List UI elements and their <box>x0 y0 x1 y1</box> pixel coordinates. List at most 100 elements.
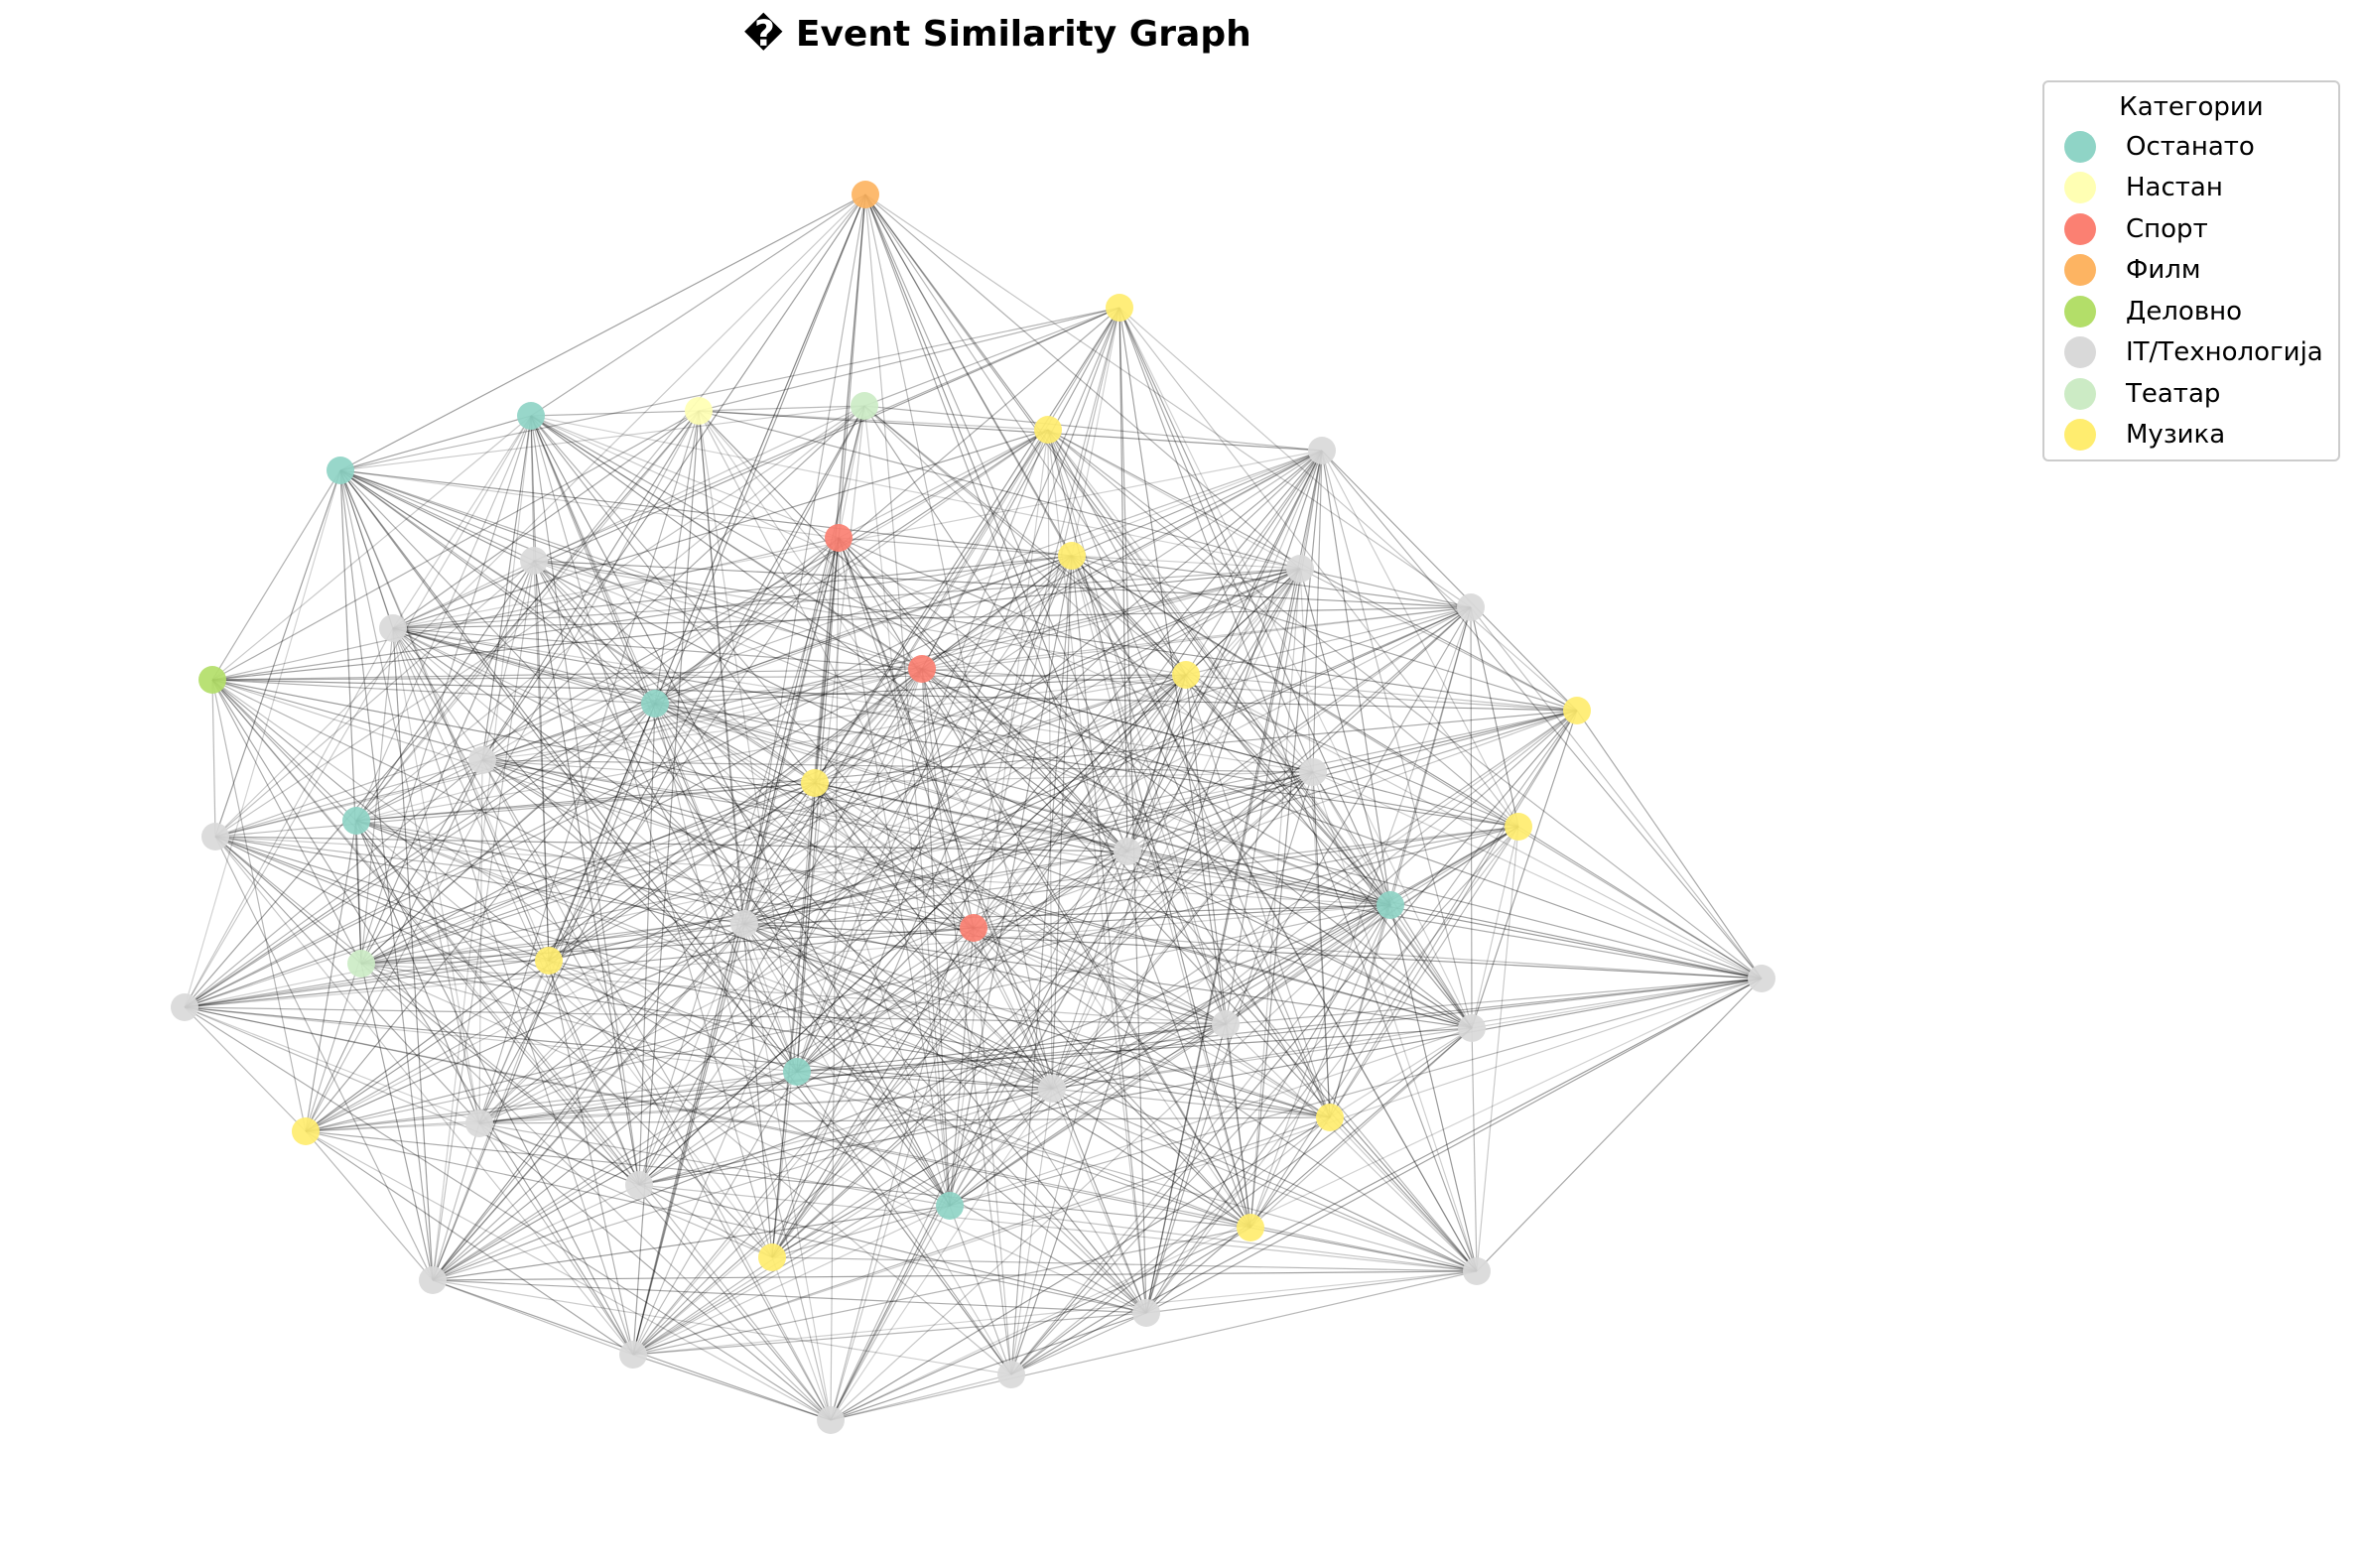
graph-edge <box>478 1122 640 1186</box>
legend-swatch <box>2064 212 2096 245</box>
graph-edge <box>1312 710 1578 773</box>
graph-edge <box>432 850 1128 1281</box>
graph-edge <box>432 1088 1053 1281</box>
graph-edge <box>1471 826 1519 1029</box>
graph-edge <box>184 415 532 1008</box>
graph-edge <box>1329 826 1519 1118</box>
graph-edge <box>339 469 1073 557</box>
graph-edge <box>1312 771 1478 1272</box>
graph-edge <box>743 674 1187 925</box>
graph-edge <box>1071 450 1323 557</box>
graph-edge <box>1010 904 1391 1375</box>
graph-node <box>1058 542 1086 570</box>
graph-edge <box>949 568 1301 1207</box>
graph-edge <box>305 1071 798 1132</box>
graph-edge <box>830 674 1187 1421</box>
graph-edge <box>921 668 1473 1029</box>
graph-edge <box>830 307 1120 1421</box>
graph-edge <box>184 927 975 1008</box>
graph-edge <box>1470 606 1519 828</box>
graph-edge <box>743 904 1391 925</box>
graph-edge <box>355 668 923 822</box>
graph-edge <box>533 560 640 1186</box>
graph-edge <box>533 560 1391 906</box>
graph-node <box>342 807 370 835</box>
graph-edge <box>1051 1088 1331 1118</box>
graph-edge <box>432 450 1323 1281</box>
graph-edge <box>654 703 1147 1314</box>
graph-node <box>517 402 545 430</box>
graph-edge <box>478 1088 1053 1124</box>
graph-edge <box>1329 1027 1473 1118</box>
graph-edge <box>432 194 866 1281</box>
graph-node <box>1114 838 1141 865</box>
graph-edge <box>360 963 1478 1272</box>
graph-edge <box>530 415 975 929</box>
graph-edge <box>921 606 1472 670</box>
graph-node <box>1038 1075 1066 1103</box>
graph-edge <box>830 537 840 1421</box>
graph-edge <box>632 1116 1331 1356</box>
legend-label: Настан <box>2126 173 2223 203</box>
graph-edge <box>949 978 1763 1207</box>
graph-edge <box>339 469 656 705</box>
graph-edge <box>1051 1088 1478 1272</box>
graph-edge <box>864 194 1472 608</box>
graph-edge <box>1471 978 1763 1029</box>
graph-edge <box>214 836 634 1356</box>
graph-edge <box>530 410 700 417</box>
graph-edge <box>1321 450 1391 906</box>
graph-node <box>758 1243 786 1271</box>
graph-edge <box>743 923 798 1073</box>
graph-edge <box>211 679 1053 1090</box>
graph-edge <box>355 405 865 822</box>
graph-edge <box>360 674 1187 965</box>
graph-edge <box>339 469 923 670</box>
graph-edge <box>638 674 1187 1186</box>
graph-node <box>625 1171 653 1199</box>
graph-edge <box>481 759 1053 1090</box>
graph-node <box>1034 416 1062 444</box>
graph-edge <box>1051 1088 1147 1314</box>
graph-edge <box>863 405 1187 676</box>
graph-edge <box>305 1130 434 1281</box>
graph-edge <box>305 668 923 1132</box>
graph-edges <box>184 194 1763 1421</box>
graph-edge <box>1185 568 1301 676</box>
graph-edge <box>360 568 1301 965</box>
graph-edge <box>481 555 1073 761</box>
graph-edge <box>1010 1088 1053 1375</box>
graph-edge <box>1476 978 1763 1272</box>
legend-label: Останато <box>2126 131 2255 162</box>
graph-edge <box>1299 568 1578 712</box>
graph-edge <box>360 927 975 965</box>
graph-edge <box>1299 568 1391 906</box>
graph-edge <box>478 1122 832 1421</box>
graph-edge <box>481 759 773 1258</box>
graph-edge <box>743 923 832 1421</box>
graph-edge <box>211 537 840 681</box>
graph-edge <box>355 782 816 822</box>
graph-edge <box>1051 674 1187 1090</box>
graph-edge <box>211 555 1073 681</box>
graph-edge <box>654 429 1049 705</box>
graph-edge <box>1225 710 1578 1025</box>
graph-edge <box>864 194 1478 1272</box>
graph-edge <box>432 415 532 1281</box>
legend-item: Спорт <box>2044 208 2338 250</box>
graph-edge <box>973 927 1478 1272</box>
graph-edge <box>533 560 923 670</box>
graph-edge <box>339 405 865 471</box>
graph-edge <box>339 469 1012 1375</box>
graph-edge <box>830 1312 1147 1421</box>
graph-edge <box>530 415 1128 852</box>
graph-edge <box>432 782 816 1281</box>
graph-edge <box>214 836 550 962</box>
graph-node <box>379 614 407 642</box>
graph-edge <box>1225 450 1323 1025</box>
graph-edge <box>1047 429 1187 676</box>
graph-edge <box>355 820 975 929</box>
graph-edge <box>771 1205 951 1258</box>
legend-item: IT/Технологија <box>2044 332 2338 374</box>
graph-edge <box>360 963 1227 1025</box>
